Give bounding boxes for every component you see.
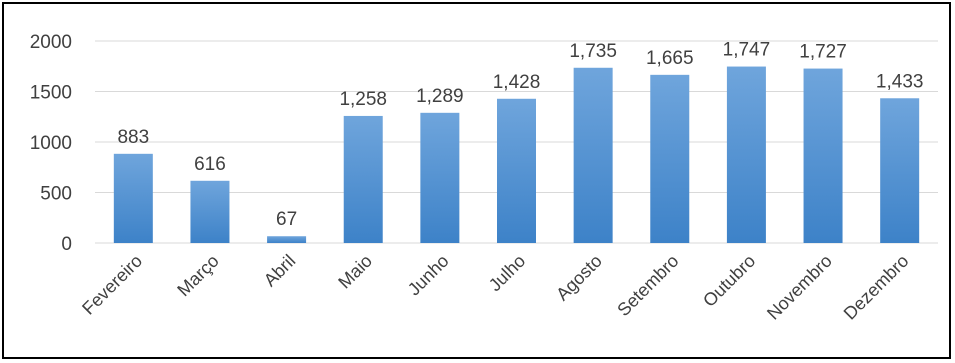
data-label-abril: 67 xyxy=(276,209,297,230)
data-label-julho: 1,428 xyxy=(493,72,541,93)
bar-março xyxy=(190,180,230,243)
x-category-label: Novembro xyxy=(763,251,836,324)
data-label-maio: 1,258 xyxy=(339,89,387,110)
x-axis-categories: Fevereiro Março Abril Maio Junho Julho Agosto S… xyxy=(78,251,912,324)
bar-fevereiro xyxy=(113,153,153,243)
y-tick-label: 2000 xyxy=(30,32,72,53)
x-category-label: Fevereiro xyxy=(78,251,146,319)
chart-frame xyxy=(2,2,951,359)
bar-junho xyxy=(420,112,460,243)
x-category-label: Setembro xyxy=(613,251,682,320)
data-label-dezembro: 1,433 xyxy=(876,71,924,92)
y-axis-ticks: 0 500 1000 1500 2000 xyxy=(30,32,72,255)
data-label-agosto: 1,735 xyxy=(569,41,617,62)
bar-agosto xyxy=(573,67,613,243)
data-label-fevereiro: 883 xyxy=(117,127,149,148)
data-label-setembro: 1,665 xyxy=(646,48,694,69)
y-tick-label: 500 xyxy=(40,184,72,205)
bar-maio xyxy=(343,115,383,243)
y-tick-label: 1000 xyxy=(30,133,72,154)
y-tick-label: 1500 xyxy=(30,83,72,104)
bars xyxy=(113,66,920,244)
data-label-março: 616 xyxy=(194,154,226,175)
data-label-outubro: 1,747 xyxy=(723,40,771,61)
bar-outubro xyxy=(726,66,766,243)
data-label-junho: 1,289 xyxy=(416,86,464,107)
x-category-label: Outubro xyxy=(699,251,759,311)
bar-novembro xyxy=(803,68,843,243)
bar-dezembro xyxy=(880,98,920,243)
x-category-label: Julho xyxy=(485,251,530,296)
x-category-label: Agosto xyxy=(552,251,606,305)
x-category-label: Dezembro xyxy=(840,251,913,324)
x-category-label: Abril xyxy=(260,251,300,291)
data-labels: 883 616 67 1,258 1,289 1,428 1,735 1,665 1,747 1,… xyxy=(117,40,923,231)
data-label-novembro: 1,727 xyxy=(799,42,847,63)
bar-setembro xyxy=(650,74,690,244)
x-category-label: Junho xyxy=(404,251,453,300)
x-category-label: Março xyxy=(173,251,223,301)
bar-julho xyxy=(497,98,536,243)
bar-abril xyxy=(267,236,307,243)
x-category-label: Maio xyxy=(334,251,376,293)
y-tick-label: 0 xyxy=(61,234,72,255)
